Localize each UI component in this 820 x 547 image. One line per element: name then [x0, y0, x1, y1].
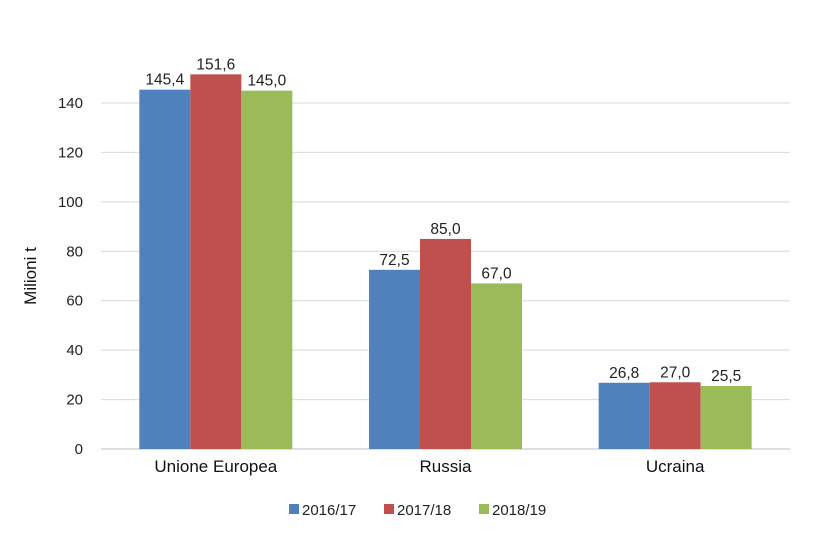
- bar-2017-18: [190, 74, 242, 450]
- data-label: 145,4: [145, 72, 184, 89]
- x-category-label: Russia: [420, 457, 473, 476]
- bar-2018-19: [471, 283, 522, 449]
- bar-2017-18: [420, 238, 471, 449]
- data-label: 72,5: [379, 252, 409, 269]
- bar-2018-19: [241, 90, 293, 450]
- data-label: 145,0: [247, 73, 286, 90]
- legend-label: 2017/18: [397, 502, 451, 519]
- bar-2016-17: [598, 382, 650, 449]
- y-tick-label: 120: [58, 144, 83, 161]
- y-tick-label: 60: [66, 293, 83, 310]
- y-tick-label: 100: [58, 194, 83, 211]
- y-tick-label: 140: [58, 95, 83, 112]
- bar-2016-17: [369, 269, 420, 449]
- x-category-label: Unione Europea: [154, 457, 277, 476]
- legend-swatch: [479, 504, 489, 514]
- bar-2018-19: [700, 385, 752, 449]
- legend-label: 2018/19: [492, 502, 546, 519]
- y-axis-label: Milioni t: [21, 247, 40, 305]
- data-label: 26,8: [609, 365, 639, 382]
- data-label: 67,0: [481, 265, 512, 282]
- bar-2017-18: [649, 382, 701, 449]
- data-label: 151,6: [196, 56, 235, 73]
- y-tick-label: 40: [66, 342, 83, 359]
- legend-label: 2016/17: [302, 502, 356, 519]
- y-tick-label: 80: [66, 243, 83, 260]
- data-label: 27,0: [660, 364, 691, 381]
- legend-swatch: [289, 504, 299, 514]
- legend-swatch: [384, 504, 394, 514]
- x-category-label: Ucraina: [646, 457, 705, 476]
- y-tick-label: 0: [75, 441, 83, 458]
- bar-2016-17: [139, 89, 191, 449]
- legend: 2016/17 2017/18 2018/19: [289, 502, 546, 519]
- data-label: 25,5: [711, 368, 741, 385]
- y-tick-label: 20: [66, 392, 83, 409]
- data-label: 85,0: [430, 221, 461, 238]
